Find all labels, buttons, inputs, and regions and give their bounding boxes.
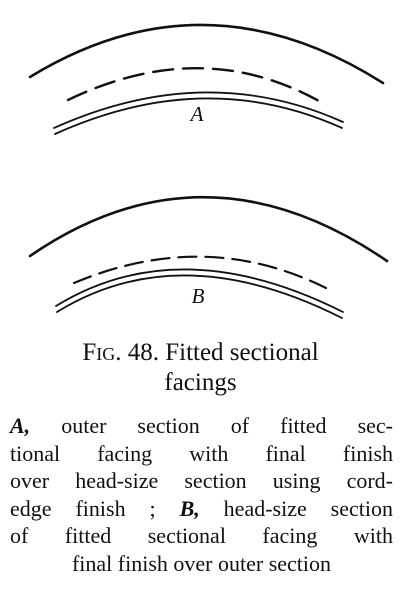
diagram-a-inner-curve-2 <box>54 97 343 135</box>
figure-caption: Fig. 48. Fitted sectional facings <box>0 338 401 398</box>
diagram-a-inner-curve-1 <box>53 91 344 129</box>
description-text: tional facing with final finish <box>10 440 393 466</box>
description-line: A, outer section of fitted sec- <box>10 412 393 440</box>
diagram-b-label: B <box>192 284 205 308</box>
diagram-a <box>28 23 385 135</box>
description-line: tional facing with final finish <box>10 440 393 468</box>
label-a-reference: A, <box>10 413 31 438</box>
diagram-a-label: A <box>189 102 204 126</box>
description-text: final finish over outer section <box>71 550 332 576</box>
description-line: of fitted sectional facing with <box>10 522 393 550</box>
description-line: edge finish ; B, head-size section <box>10 495 393 523</box>
diagram-b-inner-curve-2 <box>56 274 343 319</box>
caption-title: Fitted sectional <box>165 339 319 366</box>
caption-line-2: facings <box>164 369 237 396</box>
label-b-reference: B, <box>179 495 200 521</box>
diagram-a-dashed-curve <box>66 67 328 107</box>
diagram-a-outer-curve <box>28 23 385 85</box>
figure-number: Fig. 48. <box>82 339 159 366</box>
description-text: outer section of fitted sec- <box>30 413 393 438</box>
description-line: over head-size section using cord- <box>10 467 393 495</box>
figure-description: A, outer section of fitted sec- tional f… <box>10 412 393 577</box>
diagram-b-dashed-curve <box>72 255 328 290</box>
diagram-b-outer-curve <box>28 195 389 263</box>
diagram-b <box>28 195 389 319</box>
description-text: edge finish ; <box>10 495 180 521</box>
description-text: over head-size section using cord- <box>10 468 393 493</box>
description-line: final finish over outer section <box>10 550 393 578</box>
caption-line-1: Fig. 48. Fitted sectional <box>0 338 401 368</box>
diagram-b-inner-curve-1 <box>55 268 344 313</box>
fitted-facings-figure: A B <box>28 23 389 319</box>
description-text: head-size section <box>199 495 393 521</box>
description-text: of fitted sectional facing with <box>10 523 393 548</box>
